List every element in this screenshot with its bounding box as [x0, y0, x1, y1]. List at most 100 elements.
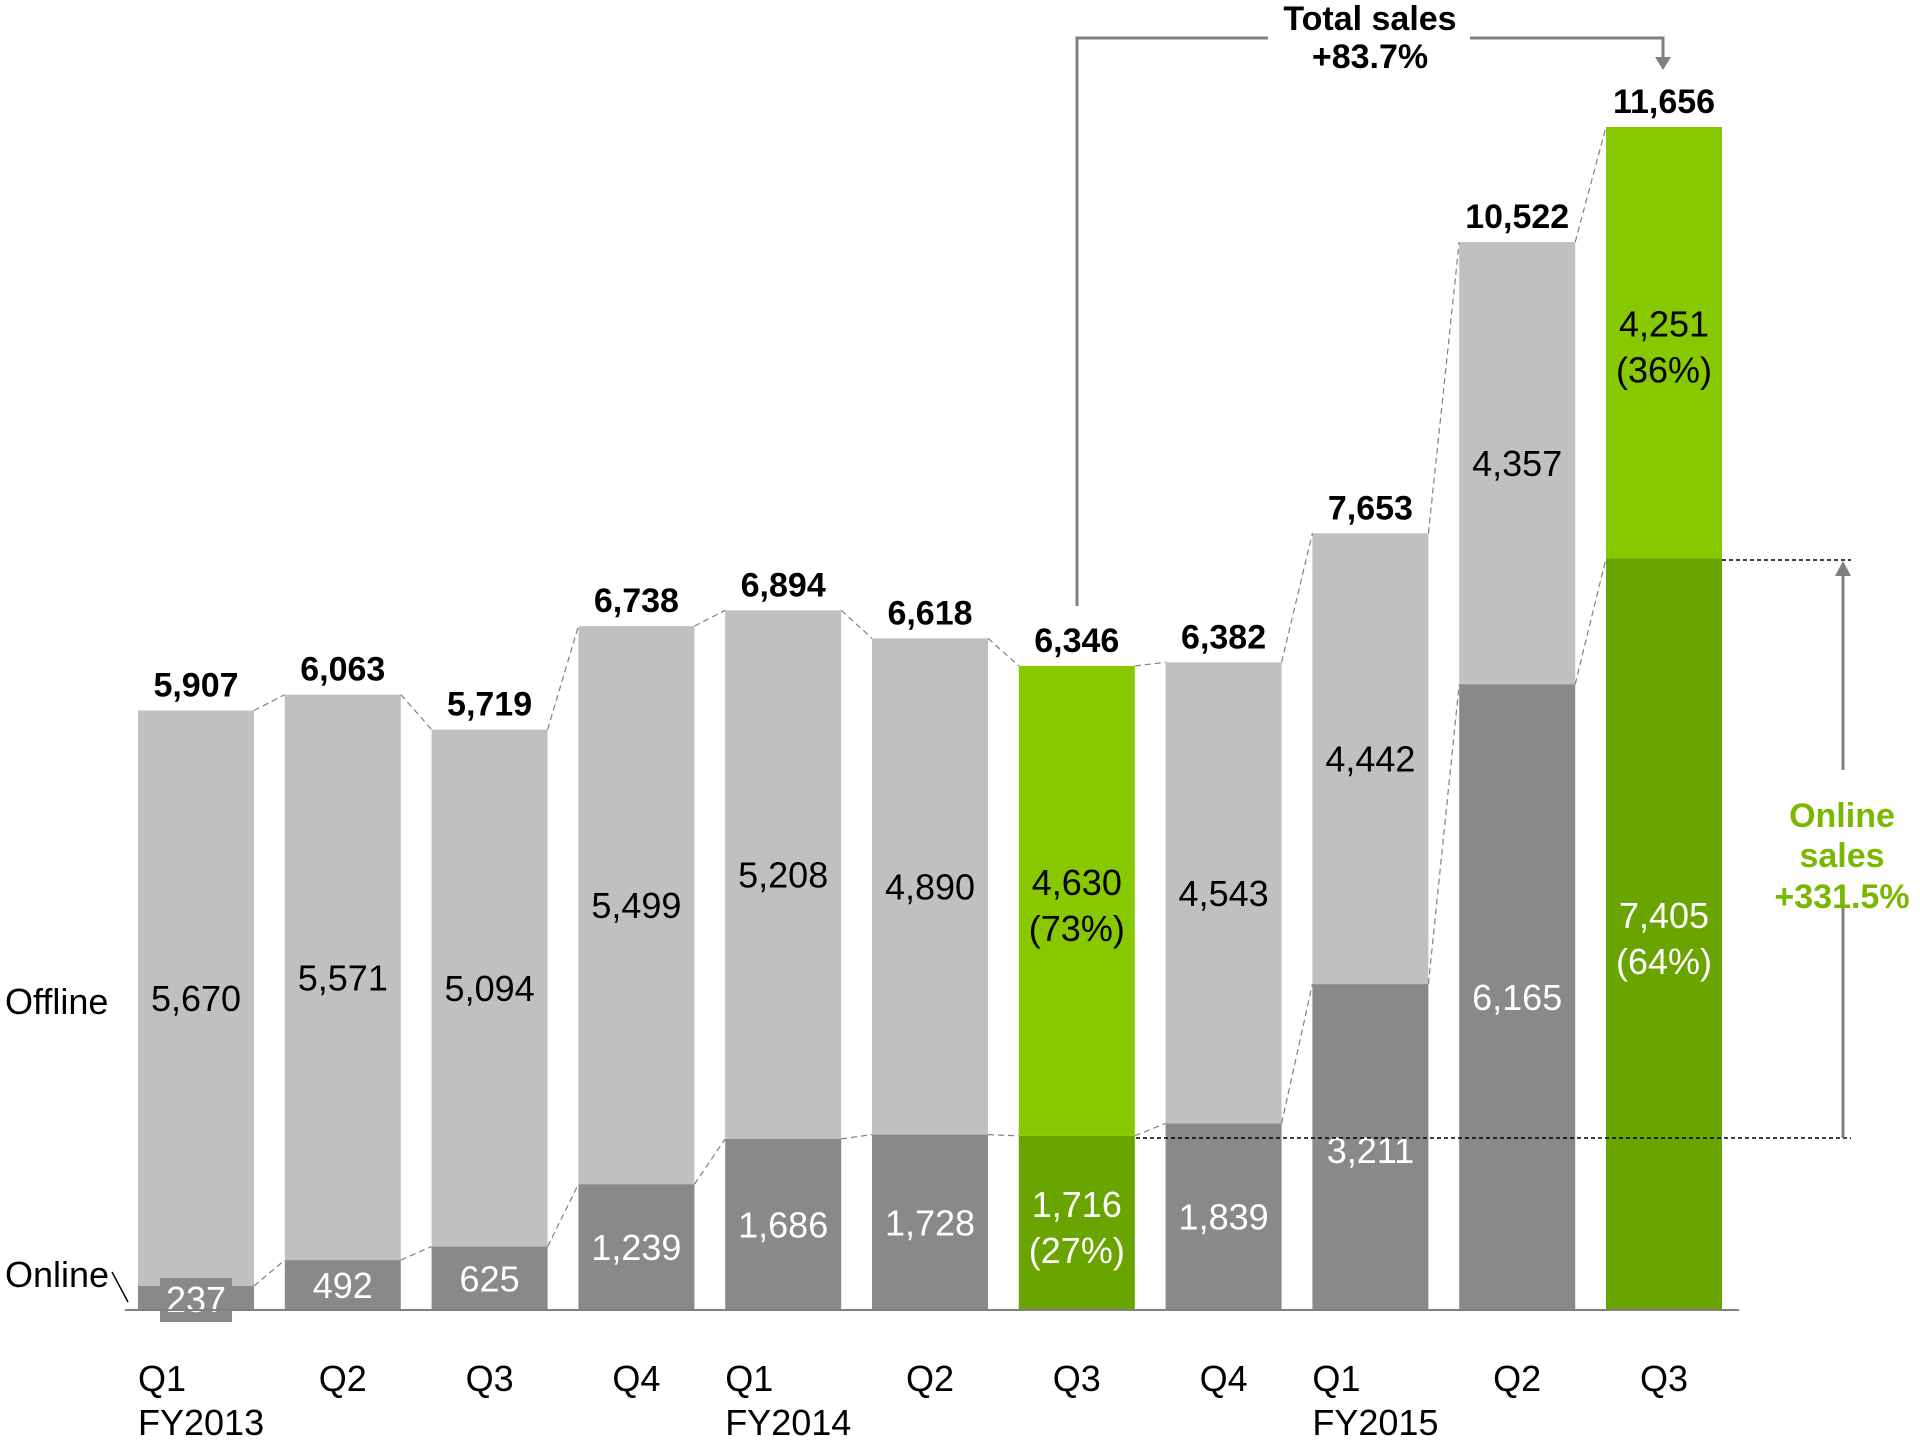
online-value-label: 1,716	[1032, 1184, 1122, 1225]
x-tick-quarter: Q3	[1640, 1358, 1688, 1399]
bar-offline	[1312, 533, 1429, 985]
online-connector-line	[1427, 684, 1460, 985]
bar-online	[1459, 684, 1576, 1310]
online-sales-annotation: Online sales +331.5%	[1136, 559, 1910, 1139]
total-connector-line	[1427, 242, 1460, 534]
x-tick-fiscal-year: FY2014	[725, 1402, 851, 1440]
offline-pct-label: (36%)	[1616, 350, 1712, 391]
offline-pct-label: (73%)	[1029, 908, 1125, 949]
x-tick-quarter: Q2	[1493, 1358, 1541, 1399]
x-tick-fiscal-year: FY2015	[1312, 1402, 1438, 1440]
x-tick-quarter: Q1	[725, 1358, 773, 1399]
online-value-label: 3,211	[1327, 1130, 1414, 1171]
online-value-label: 1,839	[1179, 1197, 1269, 1238]
online-value-label: 237	[166, 1279, 226, 1320]
online-connector-line	[253, 1259, 286, 1287]
bar-online	[1606, 558, 1722, 1310]
bar-online	[578, 1184, 695, 1310]
total-sales-bracket-right	[1470, 36, 1665, 60]
total-connector-line	[1574, 126, 1607, 243]
bar-offline	[872, 638, 988, 1135]
bar-online	[1312, 984, 1429, 1310]
offline-value-label: 4,543	[1179, 873, 1269, 914]
x-tick-quarter: Q2	[319, 1358, 367, 1399]
offline-value-label: 4,442	[1325, 739, 1415, 780]
online-connector-line	[1574, 558, 1607, 685]
online-pct-label: (64%)	[1616, 941, 1712, 982]
total-value-label: 5,907	[153, 666, 238, 704]
bar-online	[431, 1246, 548, 1310]
x-tick-quarter: Q4	[612, 1358, 660, 1399]
x-tick-quarter: Q3	[1053, 1358, 1101, 1399]
offline-value-label: 4,251	[1619, 304, 1709, 345]
online-label-leader	[111, 1271, 129, 1303]
series-label-offline: Offline	[5, 981, 108, 1022]
online-connector-line	[1281, 983, 1313, 1124]
online-value-label: 6,165	[1472, 977, 1562, 1018]
total-connector-line	[840, 609, 873, 639]
online-connector-line	[1134, 1122, 1166, 1137]
bar-offline	[431, 729, 548, 1247]
online-value-label: 625	[460, 1258, 520, 1299]
bar-online	[1018, 1135, 1135, 1310]
x-tick-quarter: Q4	[1200, 1358, 1248, 1399]
bar-online	[1165, 1123, 1282, 1310]
bar-online	[284, 1260, 401, 1310]
total-sales-change: +83.7%	[1312, 38, 1428, 76]
bar-online	[725, 1138, 842, 1310]
bar-online	[872, 1134, 988, 1310]
offline-value-label: 4,890	[885, 866, 975, 907]
total-connector-line	[1281, 533, 1313, 663]
x-tick-quarter: Q1	[1312, 1358, 1360, 1399]
offline-value-label: 5,499	[591, 885, 681, 926]
arrow-down-icon	[1655, 57, 1671, 70]
total-value-label: 6,382	[1181, 618, 1266, 656]
online-connector-line	[987, 1134, 1019, 1137]
offline-value-label: 5,094	[445, 968, 535, 1009]
total-value-label: 6,894	[741, 566, 826, 604]
online-connector-line	[693, 1138, 726, 1185]
online-value-label: 1,686	[738, 1204, 828, 1245]
bar-offline	[1459, 242, 1576, 685]
bar-offline	[725, 610, 842, 1139]
total-value-label: 7,653	[1328, 489, 1413, 527]
offline-value-label: 5,571	[298, 957, 388, 998]
total-value-label: 11,656	[1613, 83, 1715, 121]
total-value-label: 6,738	[594, 582, 679, 620]
bar-offline	[1165, 662, 1282, 1124]
bar-offline	[1606, 127, 1722, 559]
total-sales-bracket	[1075, 36, 1268, 606]
online-label-box	[160, 1278, 232, 1322]
x-tick-fiscal-year: FY2013	[138, 1402, 264, 1440]
online-value-label: 492	[313, 1265, 373, 1306]
arrow-up-icon	[1835, 561, 1851, 576]
online-connector-line	[841, 1134, 873, 1140]
total-value-label: 6,063	[300, 651, 385, 689]
x-tick-quarter: Q3	[466, 1358, 514, 1399]
bar-offline	[284, 694, 401, 1261]
online-value-label: 7,405	[1619, 895, 1709, 936]
online-sales-line2: sales	[1799, 837, 1884, 875]
total-connector-line	[547, 625, 579, 730]
online-sales-change: +331.5%	[1774, 878, 1909, 916]
offline-value-label: 5,670	[151, 978, 241, 1019]
total-connector-line	[1134, 661, 1166, 667]
total-connector-line	[694, 609, 726, 627]
series-label-online: Online	[5, 1254, 109, 1295]
x-tick-quarter: Q1	[138, 1358, 186, 1399]
online-sales-line1: Online	[1789, 797, 1895, 835]
total-sales-title: Total sales	[1283, 0, 1456, 38]
bar-offline	[138, 710, 254, 1286]
total-value-label: 6,346	[1034, 622, 1119, 660]
total-value-label: 5,719	[447, 686, 532, 724]
total-value-label: 10,522	[1465, 198, 1569, 236]
x-tick-quarter: Q2	[906, 1358, 954, 1399]
online-connector-line	[400, 1246, 432, 1261]
total-connector-line	[253, 694, 286, 712]
online-pct-label: (27%)	[1029, 1230, 1125, 1271]
total-connector-line	[400, 694, 433, 730]
offline-value-label: 4,630	[1032, 862, 1122, 903]
online-connector-line	[547, 1183, 579, 1247]
total-sales-annotation: Total sales +83.7%	[1075, 0, 1671, 606]
